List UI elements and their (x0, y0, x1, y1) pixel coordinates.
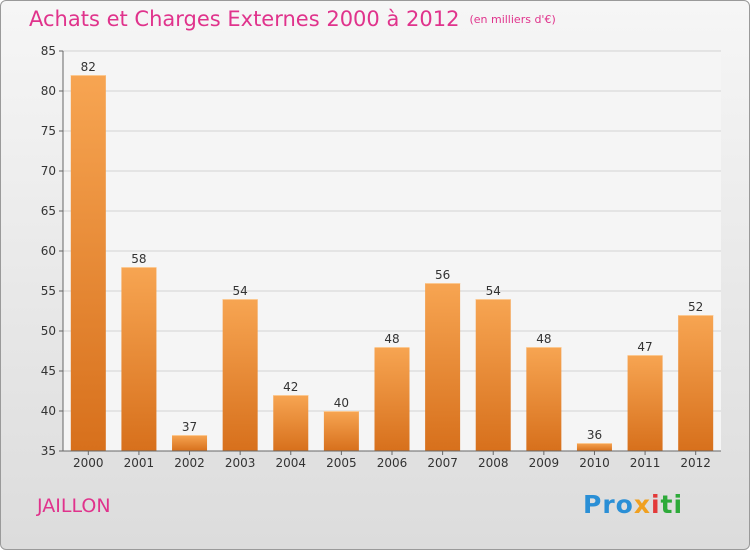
bar (273, 395, 309, 451)
y-tick-label: 40 (41, 404, 56, 418)
bar-value-label: 54 (233, 284, 248, 298)
title-text: Achats et Charges Externes 2000 à 2012 (29, 7, 460, 31)
x-tick-label: 2007 (427, 456, 458, 470)
x-axis: 2000 2001 2002 2003 2004 2005 2006 2007 2008 2009… (63, 450, 721, 470)
y-tick-label: 50 (41, 324, 56, 338)
bar (323, 411, 359, 451)
bar (526, 347, 562, 451)
bars (70, 75, 714, 451)
bar-value-label: 52 (688, 300, 703, 314)
x-tick-label: 2003 (225, 456, 256, 470)
y-tick-label: 45 (41, 364, 56, 378)
bar-value-label: 56 (435, 268, 450, 282)
y-tick-label: 75 (41, 124, 56, 138)
bar-value-label: 40 (334, 396, 349, 410)
bar (172, 435, 208, 451)
y-tick-label: 80 (41, 84, 56, 98)
x-tick-label: 2002 (174, 456, 205, 470)
x-tick-label: 2000 (73, 456, 104, 470)
bar-value-label: 54 (486, 284, 501, 298)
y-tick-label: 35 (41, 444, 56, 458)
commune-name: JAILLON (37, 495, 111, 517)
bar-value-label: 58 (131, 252, 146, 266)
x-tick-label: 2009 (529, 456, 560, 470)
y-tick-label: 60 (41, 244, 56, 258)
bar-value-label: 42 (283, 380, 298, 394)
bar (678, 315, 714, 451)
bar (121, 267, 157, 451)
bar-value-label: 48 (536, 332, 551, 346)
x-tick-label: 2010 (579, 456, 610, 470)
bar (374, 347, 410, 451)
bar-value-label: 36 (587, 428, 602, 442)
bar (627, 355, 663, 451)
y-tick-label: 55 (41, 284, 56, 298)
bar-value-label: 37 (182, 420, 197, 434)
unit-label: (en milliers d'€) (469, 13, 556, 26)
x-tick-label: 2004 (275, 456, 306, 470)
value-labels: 82 58 37 54 42 40 48 56 54 48 36 47 52 (81, 60, 704, 442)
x-tick-label: 2001 (124, 456, 155, 470)
bar (70, 75, 106, 451)
x-tick-label: 2012 (680, 456, 711, 470)
y-tick-label: 70 (41, 164, 56, 178)
x-tick-label: 2011 (630, 456, 661, 470)
bar-value-label: 48 (384, 332, 399, 346)
bar (576, 443, 612, 451)
y-tick-label: 65 (41, 204, 56, 218)
bar (475, 299, 511, 451)
proxiti-logo: Proxiti (583, 490, 684, 519)
x-tick-label: 2005 (326, 456, 357, 470)
y-axis: 35 40 45 50 55 60 65 70 75 80 85 (41, 44, 64, 458)
bar-value-label: 47 (637, 340, 652, 354)
bar (222, 299, 258, 451)
chart-title: Achats et Charges Externes 2000 à 2012 (e… (29, 7, 556, 31)
y-tick-label: 85 (41, 44, 56, 58)
bar-value-label: 82 (81, 60, 96, 74)
bar (425, 283, 461, 451)
x-tick-label: 2006 (377, 456, 408, 470)
x-tick-label: 2008 (478, 456, 509, 470)
